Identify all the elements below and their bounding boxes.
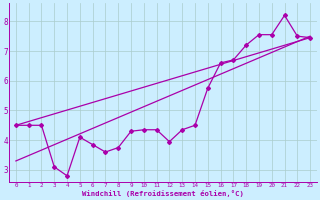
X-axis label: Windchill (Refroidissement éolien,°C): Windchill (Refroidissement éolien,°C) [82, 190, 244, 197]
